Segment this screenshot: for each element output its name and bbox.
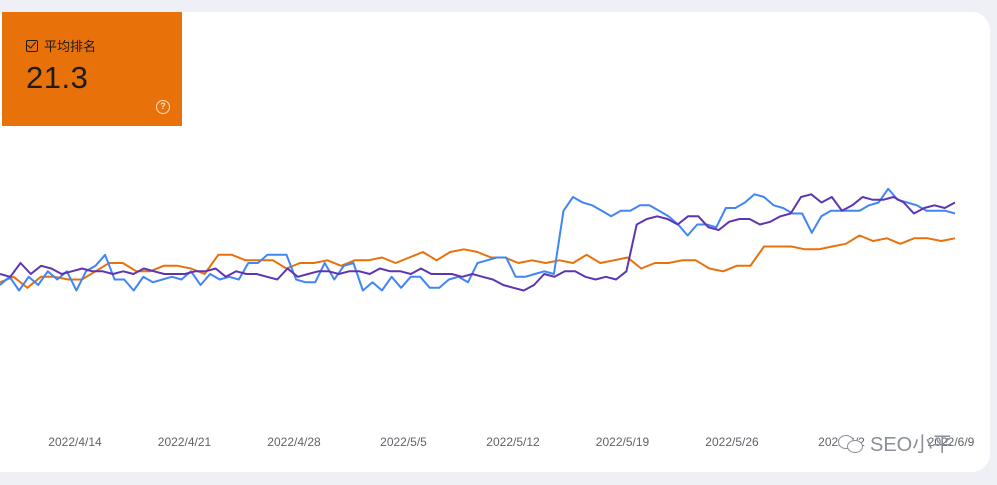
watermark: SEO小平 <box>838 428 952 457</box>
metric-value: 21.3 <box>26 60 89 95</box>
x-tick-label: 2022/4/28 <box>267 435 321 449</box>
metric-label: 平均排名 <box>44 39 97 54</box>
x-tick-label: 2022/6/9 <box>928 435 975 449</box>
series-line-1 <box>0 234 956 289</box>
x-tick-label: 2022/5/26 <box>705 435 759 449</box>
x-tick-label: 2022/5/19 <box>596 435 650 449</box>
watermark-text: SEO小平 <box>870 434 953 456</box>
average-position-metric-card[interactable]: 平均排名 21.3 ? <box>2 12 182 126</box>
series-line-3 <box>0 193 956 292</box>
x-tick-label: 2022/5/5 <box>380 435 427 449</box>
x-tick-label: 2022/4/14 <box>48 435 102 449</box>
series-line-2 <box>0 187 956 292</box>
metric-header: 平均排名 <box>26 36 96 55</box>
wechat-icon <box>838 433 864 453</box>
x-tick-label: 2022/5/12 <box>486 435 540 449</box>
help-icon[interactable]: ? <box>156 100 170 114</box>
x-tick-label: 2022/4/21 <box>158 435 212 449</box>
metric-checkbox[interactable] <box>26 39 38 52</box>
